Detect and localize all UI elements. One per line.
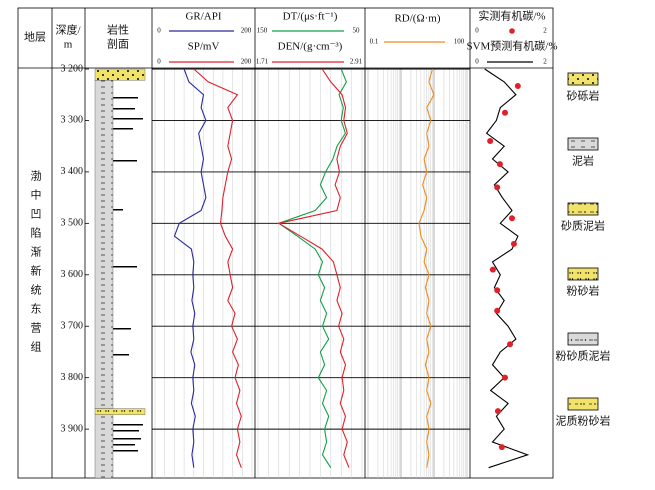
- depth-label: 3 200: [61, 63, 84, 74]
- legend-label: 粉砂岩: [567, 284, 600, 298]
- measured-point: [494, 408, 501, 415]
- scale-max: 50: [353, 27, 361, 35]
- legend-label: 砂质泥岩: [561, 219, 605, 233]
- scale-min: 0: [475, 27, 479, 35]
- bar: [113, 424, 143, 426]
- legend-swatch: [567, 332, 599, 346]
- scale-min: 0: [157, 58, 161, 66]
- bar: [113, 444, 135, 446]
- lithology-bars: [113, 97, 143, 452]
- depth-label: 3 800: [61, 372, 84, 383]
- curve: [277, 68, 348, 468]
- depth-label: 3 500: [61, 218, 84, 229]
- measured-point: [494, 287, 501, 294]
- scale-max: 200: [241, 27, 252, 35]
- curve-name: RD/(Ω·m): [394, 13, 440, 25]
- legend-label: 泥质粉砂岩: [556, 414, 611, 428]
- lithology-interval: [94, 68, 146, 81]
- depth-label: 3 300: [61, 115, 84, 126]
- lithology-header: 剖面: [107, 37, 129, 51]
- measured-point: [498, 444, 505, 451]
- measured-point: [496, 161, 503, 168]
- measured-point: [487, 138, 494, 145]
- depth-label: 3 700: [61, 321, 84, 332]
- bar: [113, 160, 137, 162]
- curve: [418, 68, 435, 468]
- lithology-interval: [94, 80, 114, 409]
- curve-name: DEN/(g·cm⁻³): [278, 41, 343, 53]
- scale-max: 2: [543, 27, 547, 35]
- depth-label: 3 400: [61, 166, 84, 177]
- legend-swatch: [567, 72, 599, 86]
- legend-dot: [509, 28, 515, 34]
- bar: [113, 430, 139, 432]
- lithology-interval: [94, 408, 146, 415]
- bar: [113, 209, 123, 211]
- bar: [113, 438, 141, 440]
- measured-point: [494, 307, 501, 314]
- depth-label: 3 900: [61, 423, 84, 434]
- curve: [484, 68, 530, 469]
- frame: [17, 7, 554, 479]
- measured-point: [501, 374, 508, 381]
- curve-name: SVM预测有机碳/%: [466, 39, 557, 53]
- depth-header: m: [64, 39, 73, 51]
- curve-name: 实测有机碳/%: [478, 9, 545, 23]
- border: [17, 7, 554, 479]
- measured-point: [494, 184, 501, 191]
- measured-point: [501, 109, 508, 116]
- scale-min: 1.71: [256, 58, 269, 66]
- stratum-header: 地层: [24, 31, 46, 44]
- bar: [113, 118, 143, 120]
- curve: [193, 68, 242, 468]
- measured-point: [489, 266, 496, 273]
- measured-point: [509, 215, 515, 222]
- bar: [113, 328, 131, 330]
- curve-name: DT/(μs·ft⁻¹): [283, 11, 338, 23]
- measured-point: [507, 341, 514, 348]
- bar: [113, 450, 138, 452]
- legend-swatch: [567, 397, 599, 411]
- bar: [113, 266, 137, 268]
- legend-swatch: [567, 267, 599, 281]
- measured-point: [514, 82, 521, 89]
- curve: [277, 68, 350, 468]
- bar: [113, 108, 135, 110]
- curve-name: SP/mV: [188, 41, 220, 53]
- lithology-header: 岩性: [107, 23, 129, 37]
- legend-label: 泥岩: [572, 154, 594, 168]
- curve: [173, 68, 207, 468]
- legend-swatch: [567, 202, 599, 216]
- bar: [113, 97, 138, 99]
- scale-max: 100: [454, 38, 465, 46]
- curve-name: GR/API: [185, 11, 221, 23]
- stratum-name: 渤中凹陷渐新统东营组: [29, 170, 42, 360]
- depth-label: 3 600: [61, 269, 84, 280]
- scale-min: 0: [475, 58, 479, 66]
- legend-label: 粉砂质泥岩: [556, 349, 611, 363]
- measured-point: [510, 240, 517, 247]
- scale-max: 200: [241, 58, 252, 66]
- legend-label: 砂砾岩: [567, 89, 600, 103]
- legend-swatch: [567, 137, 599, 151]
- scale-min: 0.1: [370, 38, 379, 46]
- scale-max: 2: [543, 58, 547, 66]
- bar: [113, 354, 129, 356]
- scale-max: 2.91: [350, 58, 363, 66]
- bar: [113, 128, 133, 130]
- scale-min: 0: [157, 27, 161, 35]
- scale-min: 150: [257, 27, 268, 35]
- depth-header: 深度/: [55, 23, 81, 37]
- lithology-interval: [94, 414, 114, 479]
